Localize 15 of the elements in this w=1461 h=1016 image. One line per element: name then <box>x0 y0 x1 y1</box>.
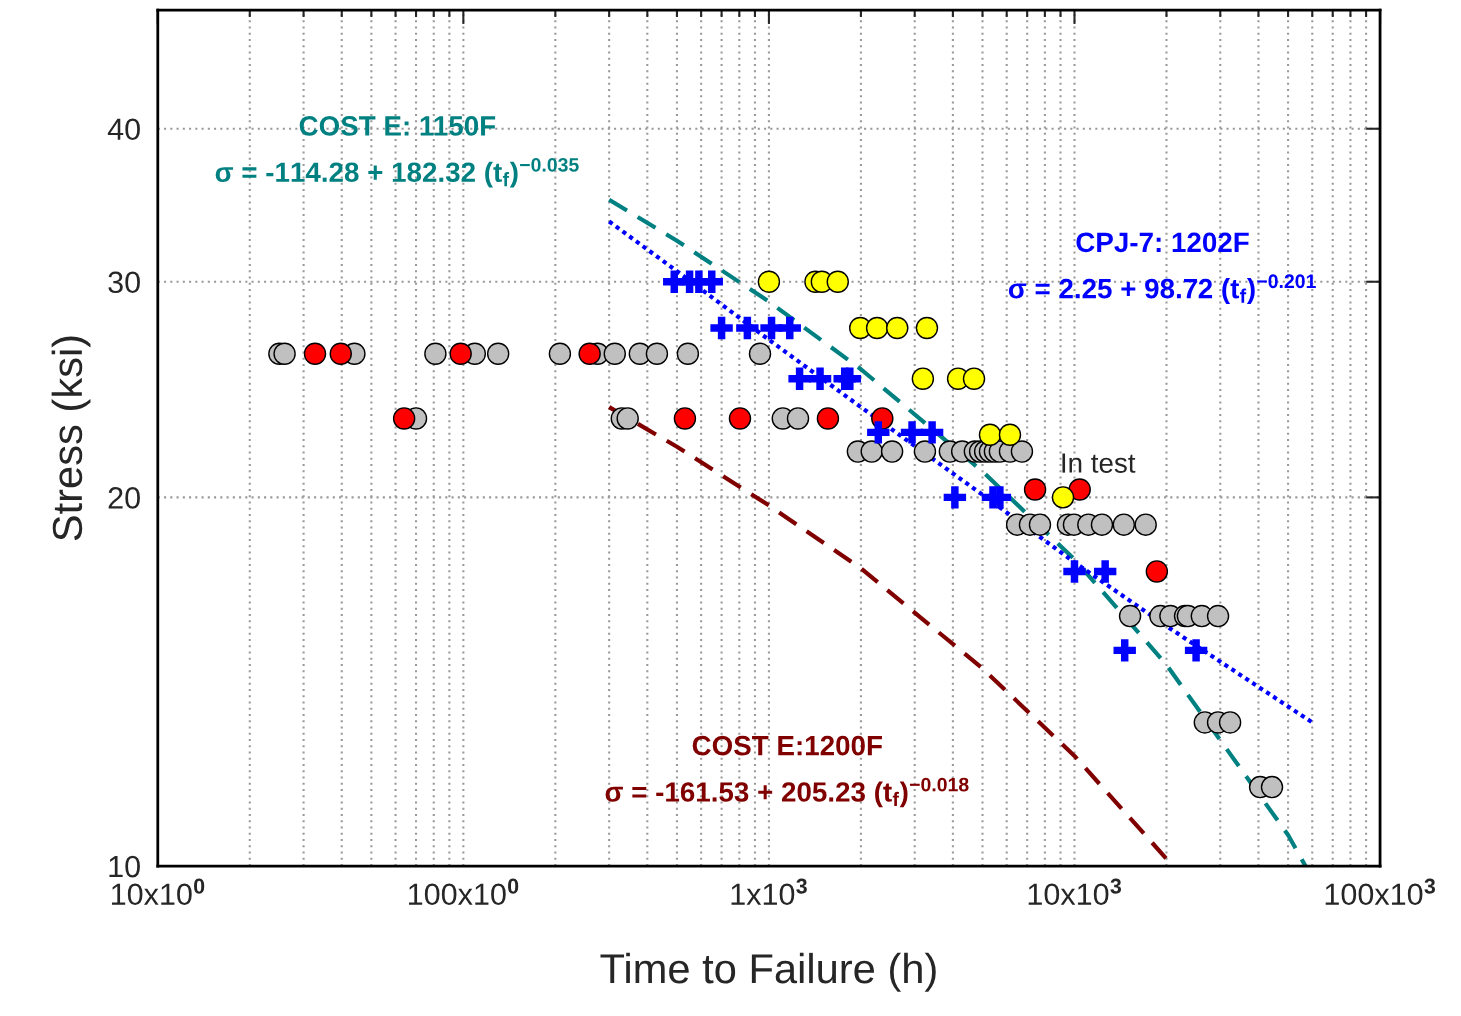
y-tick-label: 20 <box>108 487 140 509</box>
y-tick-label: 40 <box>107 118 140 141</box>
x-tick-label: 100x10$^{3}$ <box>1325 878 1436 906</box>
x-tick-label: 1x10$^{3}$ <box>731 878 807 906</box>
x-tick-label: 10x10$^{0}$ <box>111 878 205 906</box>
series-label: COST E: 1150F σ = -114.28 + 182.32 (t$_{f}$)$^{−0.035}$ <box>215 116 579 188</box>
text: COST E:1200F σ = -161.53 + 205.23 (t$_{f}$)$^{−0.018}$ <box>605 735 969 808</box>
x-axis-title: Time to Failure (h) <box>600 952 936 992</box>
y-tick-label: 30 <box>108 271 140 294</box>
y-tick-label: 10 <box>109 855 140 878</box>
y-axis-title: Stress (ksi) <box>51 336 91 541</box>
x-tick-label: 10x10$^{3}$ <box>1028 878 1122 906</box>
x-tick-label: 100x10$^{0}$ <box>409 878 519 906</box>
text: CPJ-7: 1202F σ = 2.25 + 98.72 (t$_{f}$)$^{−0.201}$ <box>1008 232 1316 304</box>
annotation: In test <box>1062 453 1136 473</box>
